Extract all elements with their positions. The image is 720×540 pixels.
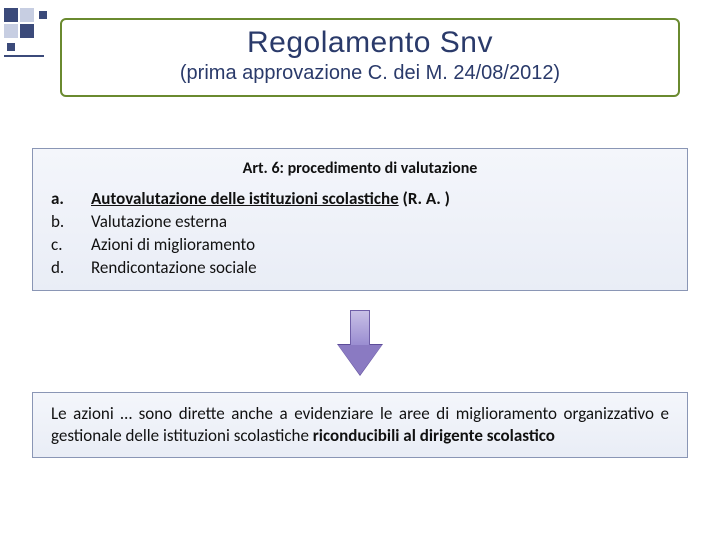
title-box: Regolamento Snv (prima approvazione C. d… — [60, 18, 680, 97]
corner-decoration — [4, 8, 50, 54]
list-text: Autovalutazione delle istituzioni scolas… — [91, 188, 450, 211]
list-marker: b. — [51, 211, 91, 234]
list-item-d: d. Rendicontazione sociale — [51, 257, 669, 280]
title-subtitle: (prima approvazione C. dei M. 24/08/2012… — [80, 62, 660, 85]
conclusion-box: Le azioni … sono dirette anche a evidenz… — [32, 392, 688, 458]
list-item-c: c. Azioni di miglioramento — [51, 234, 669, 257]
list-item-a: a. Autovalutazione delle istituzioni sco… — [51, 188, 669, 211]
list-marker: a. — [51, 188, 91, 211]
list-item-b: b. Valutazione esterna — [51, 211, 669, 234]
corner-line — [4, 55, 44, 57]
list-text: Rendicontazione sociale — [91, 257, 257, 280]
list-marker: c. — [51, 234, 91, 257]
conclusion-bold: riconducibili al dirigente scolastico — [313, 425, 555, 446]
article-box: Art. 6: procedimento di valutazione a. A… — [32, 148, 688, 291]
list-text: Azioni di miglioramento — [91, 234, 255, 257]
article-heading: Art. 6: procedimento di valutazione — [51, 159, 669, 178]
down-arrow — [0, 310, 720, 376]
list-marker: d. — [51, 257, 91, 280]
list-text: Valutazione esterna — [91, 211, 227, 234]
title-main: Regolamento Snv — [80, 26, 660, 60]
